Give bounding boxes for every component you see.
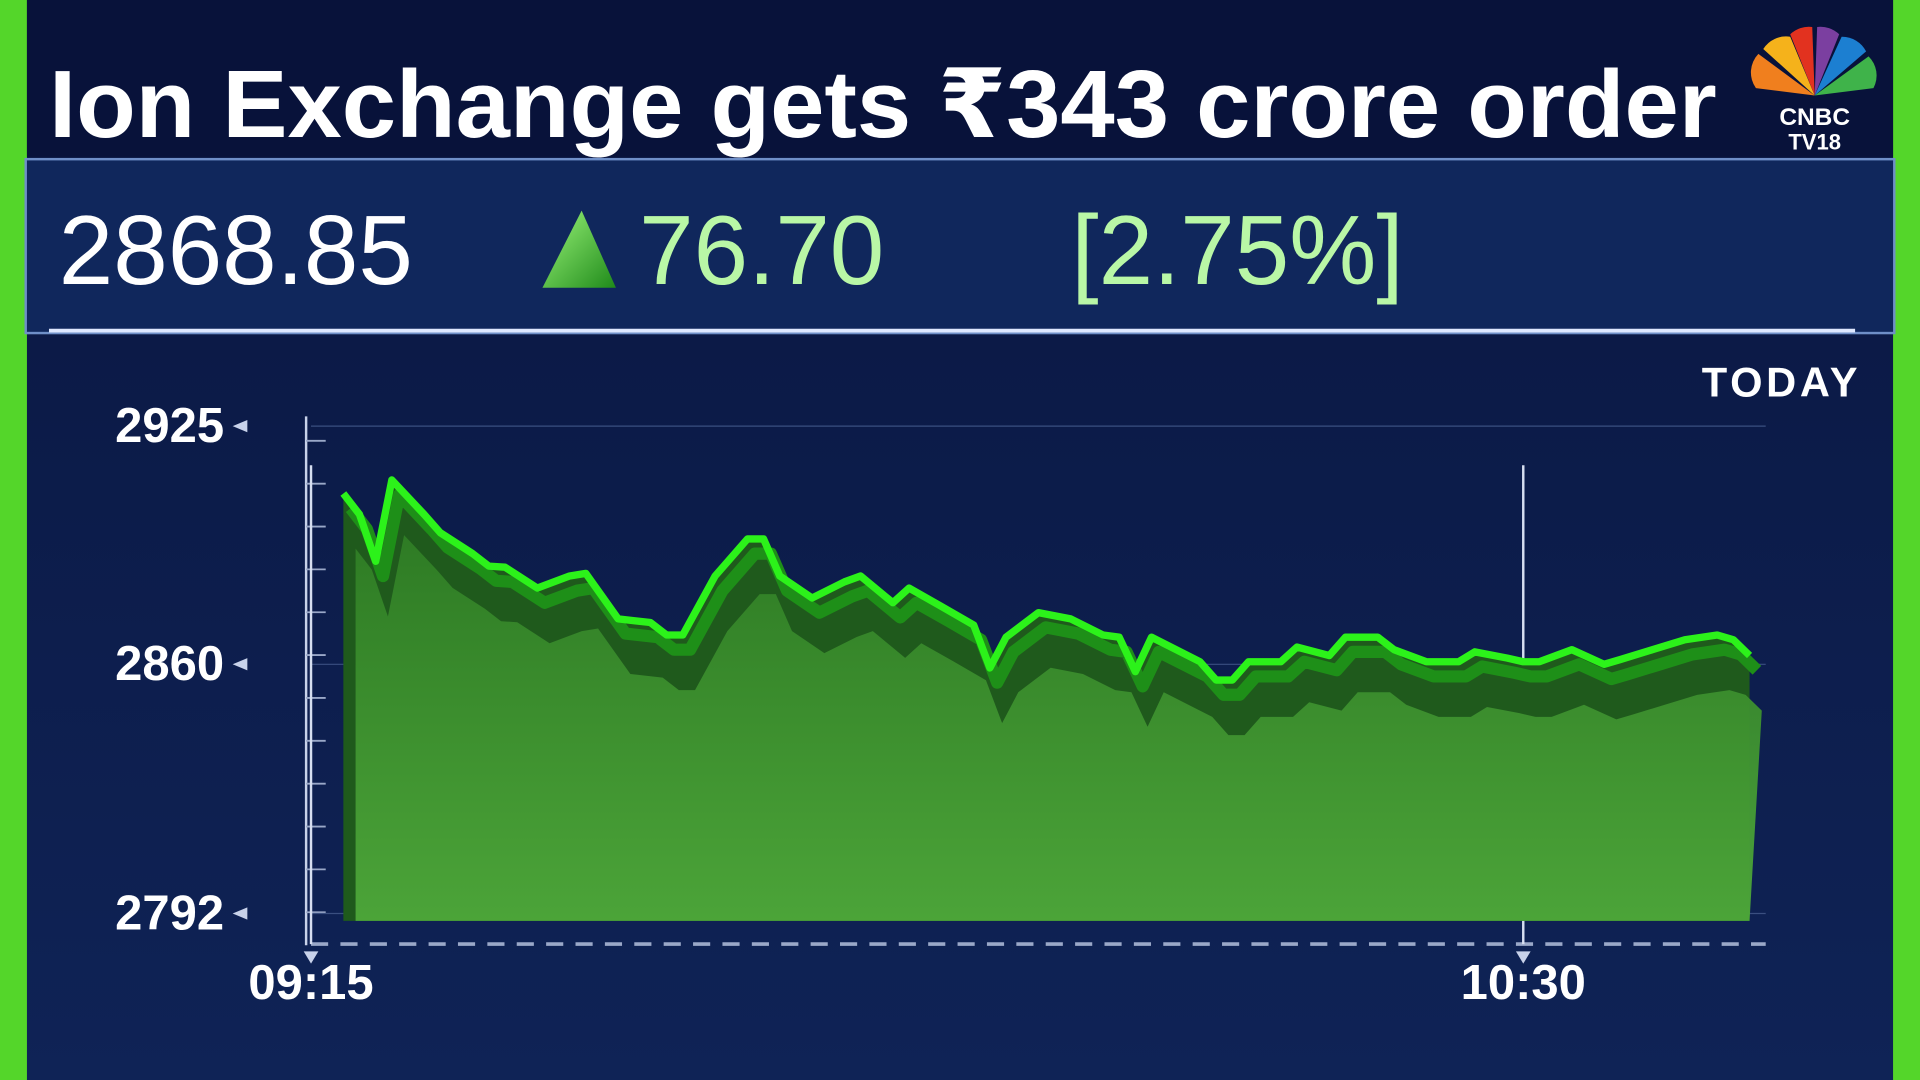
up-arrow xyxy=(542,210,616,288)
x-tick-pointer xyxy=(303,951,319,964)
logo-channel: TV18 xyxy=(1788,129,1841,154)
x-tick-label: 10:30 xyxy=(1461,956,1586,1010)
headline: Ion Exchange gets ₹343 crore order xyxy=(49,52,1717,158)
logo-petal xyxy=(1763,36,1815,96)
y-tick-pointer xyxy=(232,658,248,671)
y-tick-pointer xyxy=(232,420,248,433)
y-tick-label: 2792 xyxy=(115,886,224,940)
logo-petal xyxy=(1790,26,1815,96)
logo-petal xyxy=(1814,26,1840,96)
y-tick-label: 2860 xyxy=(115,637,224,691)
line-bevel xyxy=(345,488,1762,701)
chart-title: TODAY xyxy=(1702,359,1861,406)
y-tick-pointer xyxy=(232,907,248,920)
line xyxy=(340,476,1753,684)
logo-petal xyxy=(1814,36,1867,96)
right-border xyxy=(1893,0,1920,1080)
logo: CNBC TV18 xyxy=(1750,26,1877,154)
y-tick-label: 2925 xyxy=(115,399,224,453)
change: 76.70 xyxy=(639,195,884,305)
logo-petal xyxy=(1750,53,1815,96)
chart: TODAY 2925 2860 2792 09:15 10:30 xyxy=(115,359,1861,1010)
area xyxy=(355,535,1762,921)
change-percent: [2.75%] xyxy=(1071,195,1403,305)
logo-petal xyxy=(1814,56,1877,96)
logo-brand: CNBC xyxy=(1779,104,1850,131)
quote-box xyxy=(24,157,1896,335)
left-border xyxy=(0,0,27,1080)
price: 2868.85 xyxy=(59,195,413,305)
x-tick-pointer xyxy=(1515,951,1531,964)
x-tick-label: 09:15 xyxy=(248,956,373,1010)
headline-bar xyxy=(26,0,1894,157)
